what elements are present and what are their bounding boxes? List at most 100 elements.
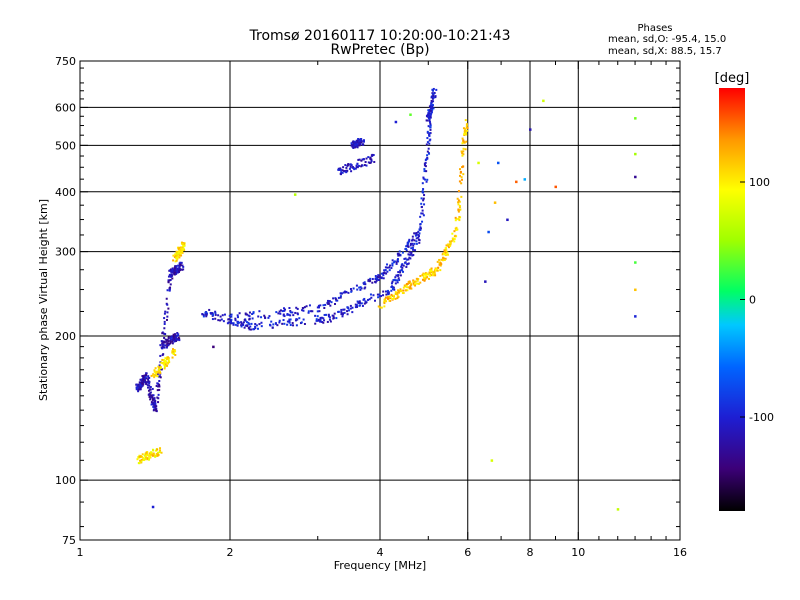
- echo-point: [422, 214, 425, 217]
- echo-point: [462, 153, 465, 156]
- echo-point: [385, 293, 388, 296]
- echo-point: [164, 310, 167, 313]
- echo-point: [172, 254, 175, 257]
- echo-point: [221, 314, 224, 317]
- echo-point: [382, 294, 385, 297]
- x-axis-ticks: 1 2 4 6 8 10 16: [77, 61, 687, 559]
- echo-point: [145, 374, 148, 377]
- chart-subtitle: RwPretec (Bp): [330, 42, 429, 58]
- echo-point: [458, 180, 461, 183]
- echo-point: [430, 99, 433, 102]
- echo-point: [376, 293, 379, 296]
- echo-point: [396, 297, 399, 300]
- echo-point: [368, 161, 371, 164]
- echo-point: [379, 276, 382, 279]
- echo-point: [283, 309, 286, 312]
- echo-point: [182, 244, 185, 247]
- echo-point: [169, 336, 172, 339]
- echo-point: [394, 276, 397, 279]
- echo-point: [339, 168, 342, 171]
- echo-point: [220, 318, 223, 321]
- echo-point: [435, 269, 438, 272]
- echo-point: [154, 367, 157, 370]
- echo-point: [240, 324, 243, 327]
- echo-point: [377, 278, 380, 281]
- echo-point: [405, 289, 408, 292]
- echo-point: [183, 248, 186, 251]
- echo-point: [430, 102, 433, 105]
- echo-point: [362, 140, 365, 143]
- echo-point: [153, 453, 156, 456]
- echo-point: [431, 97, 434, 100]
- echo-point: [405, 249, 408, 252]
- echo-point: [340, 311, 343, 314]
- echo-point: [415, 232, 418, 235]
- echo-point: [402, 270, 405, 273]
- echo-point: [154, 374, 157, 377]
- echo-point: [433, 270, 436, 273]
- echo-point: [398, 250, 401, 253]
- echo-point: [352, 287, 355, 290]
- echo-point: [417, 238, 420, 241]
- echo-point: [325, 313, 328, 316]
- echo-point: [380, 277, 383, 280]
- echo-point: [288, 321, 291, 324]
- echo-point: [138, 455, 141, 458]
- echo-point: [167, 344, 170, 347]
- echo-point: [422, 276, 425, 279]
- echo-point: [378, 293, 381, 296]
- echo-point: [337, 168, 340, 171]
- echo-point: [264, 316, 267, 319]
- echo-point: [428, 152, 431, 155]
- echo-point: [374, 281, 377, 284]
- echo-point: [170, 273, 173, 276]
- echo-point: [152, 373, 155, 376]
- echo-point: [360, 287, 363, 290]
- echo-point: [252, 311, 255, 314]
- echo-point: [303, 322, 306, 325]
- echo-point: [155, 452, 158, 455]
- echo-point: [148, 395, 151, 398]
- echo-point: [393, 278, 396, 281]
- echo-point: [294, 311, 297, 314]
- x-tick-label: 16: [673, 546, 687, 559]
- echo-point: [148, 382, 151, 385]
- echo-point: [148, 392, 151, 395]
- echo-point: [159, 376, 162, 379]
- echo-point: [252, 328, 255, 331]
- echo-point: [151, 396, 154, 399]
- echo-point: [363, 164, 366, 167]
- echo-point: [171, 336, 174, 339]
- echo-point: [322, 304, 325, 307]
- echo-point: [371, 278, 374, 281]
- echo-point: [283, 315, 286, 318]
- echo-point: [462, 139, 465, 142]
- echo-point: [151, 505, 155, 509]
- echo-point: [162, 346, 165, 349]
- echo-point: [165, 346, 168, 349]
- echo-point: [356, 146, 359, 149]
- echo-point: [396, 281, 399, 284]
- echo-point: [419, 281, 422, 284]
- echo-point: [389, 297, 392, 300]
- echo-point: [318, 306, 321, 309]
- echo-point: [139, 387, 142, 390]
- colorbar-tick-label: 0: [749, 294, 756, 307]
- echo-point: [181, 264, 184, 267]
- echo-point: [430, 111, 433, 114]
- echo-point: [384, 269, 387, 272]
- echo-point: [169, 340, 172, 343]
- echo-point: [138, 454, 141, 457]
- echo-point: [443, 258, 446, 261]
- echo-point: [170, 270, 173, 273]
- echo-point: [484, 280, 487, 283]
- echo-point: [258, 310, 261, 313]
- echo-point: [180, 261, 183, 264]
- echo-point: [229, 320, 232, 323]
- echo-point: [397, 253, 400, 256]
- echo-point: [236, 324, 239, 327]
- echo-point: [178, 250, 181, 253]
- echo-point: [410, 283, 413, 286]
- echo-point: [159, 365, 162, 368]
- echo-point: [418, 232, 421, 235]
